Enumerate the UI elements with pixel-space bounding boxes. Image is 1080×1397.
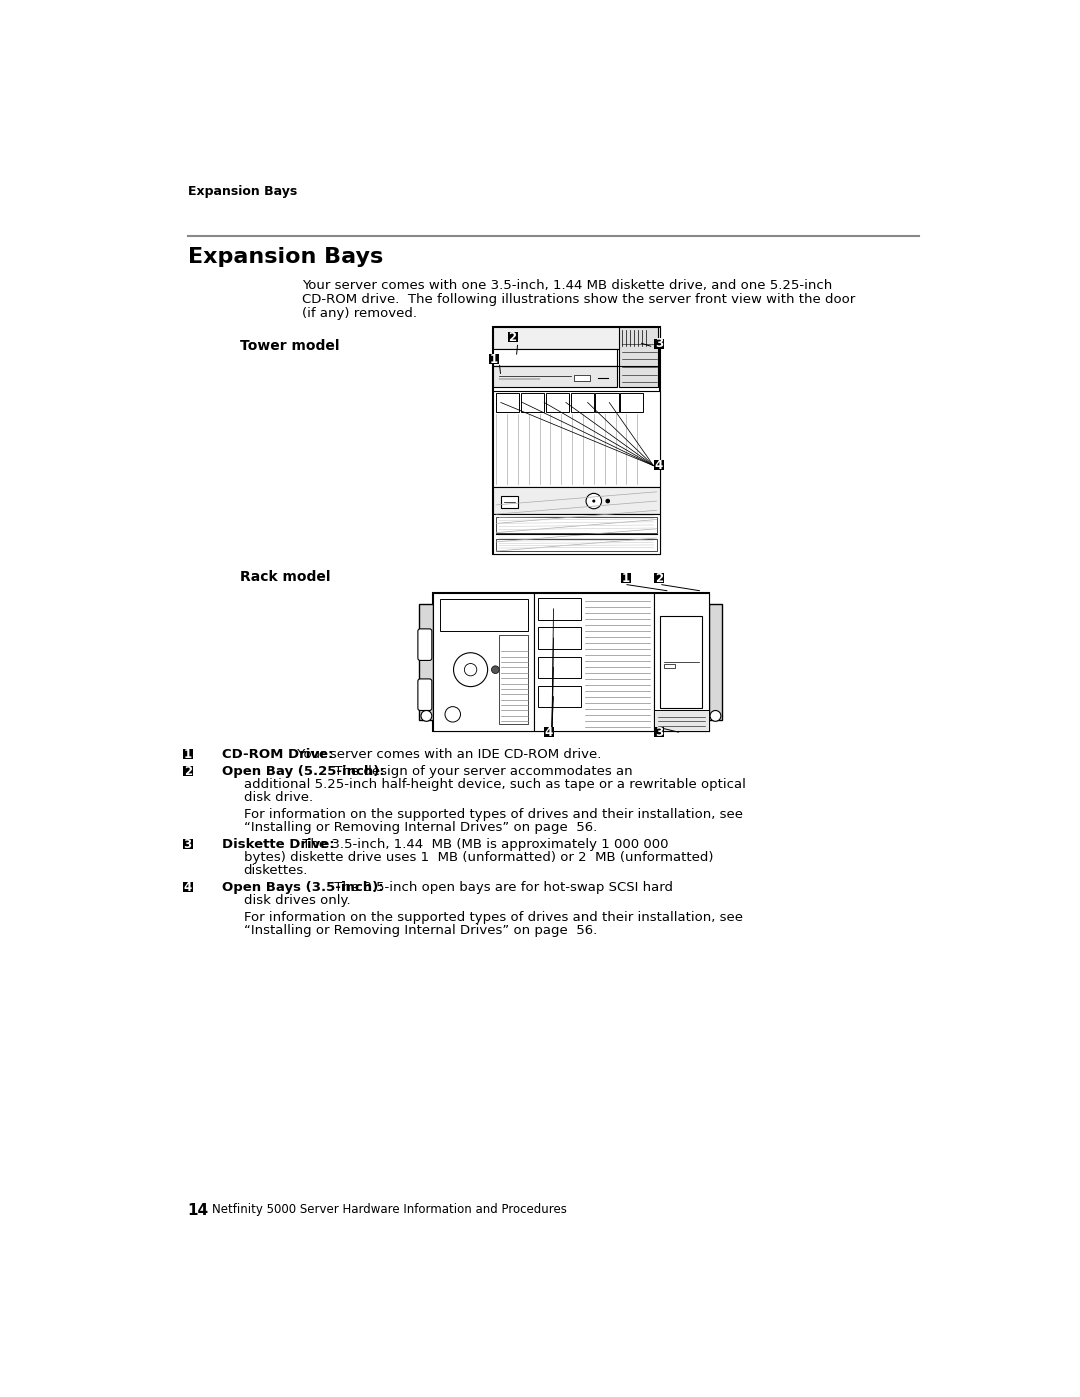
Text: 4: 4 (544, 726, 553, 739)
Bar (663, 664, 675, 668)
Bar (620, 393, 644, 412)
FancyBboxPatch shape (418, 679, 432, 711)
Bar (419, 605, 433, 719)
Text: Your server comes with an IDE CD-ROM drive.: Your server comes with an IDE CD-ROM dri… (293, 747, 602, 761)
Bar (433, 592, 535, 731)
Circle shape (710, 711, 721, 721)
Text: Open Bay (5.25-inch):: Open Bay (5.25-inch): (221, 764, 384, 778)
Bar (538, 686, 581, 707)
Bar (494, 349, 617, 366)
Text: Diskette Drive:: Diskette Drive: (221, 838, 335, 851)
Bar (183, 766, 193, 775)
Bar (545, 393, 569, 412)
Bar (619, 327, 658, 387)
Bar (183, 840, 193, 849)
Text: 3: 3 (654, 338, 663, 351)
Bar (494, 514, 660, 555)
Bar (433, 592, 708, 731)
Bar (489, 353, 499, 365)
Bar (501, 496, 517, 509)
Circle shape (445, 707, 460, 722)
Text: additional 5.25-inch half-height device, such as tape or a rewritable optical: additional 5.25-inch half-height device,… (243, 778, 745, 791)
Circle shape (586, 493, 602, 509)
Bar (570, 393, 594, 412)
Bar (508, 331, 517, 342)
Bar (496, 517, 657, 532)
Bar (494, 488, 660, 514)
Text: Expansion Bays: Expansion Bays (188, 247, 383, 267)
Bar (708, 605, 723, 719)
Bar (535, 592, 654, 731)
FancyBboxPatch shape (418, 629, 432, 661)
Text: 14: 14 (188, 1203, 208, 1218)
Text: Netfinity 5000 Server Hardware Information and Procedures: Netfinity 5000 Server Hardware Informati… (213, 1203, 567, 1217)
Bar (538, 598, 581, 620)
Bar (654, 460, 664, 471)
Bar (496, 393, 519, 412)
Text: “Installing or Removing Internal Drives” on page  56.: “Installing or Removing Internal Drives”… (243, 925, 597, 937)
Text: diskettes.: diskettes. (243, 865, 308, 877)
Text: 1: 1 (489, 353, 498, 366)
Text: Expansion Bays: Expansion Bays (188, 184, 297, 197)
Bar (183, 749, 193, 759)
Circle shape (464, 664, 476, 676)
Bar (183, 882, 193, 893)
Bar (494, 327, 660, 349)
Text: disk drives only.: disk drives only. (243, 894, 350, 907)
Bar (440, 599, 528, 631)
Text: CD-ROM Drive:: CD-ROM Drive: (221, 747, 333, 761)
Bar (654, 728, 664, 738)
Bar (544, 728, 554, 738)
Bar (494, 366, 617, 387)
Bar (496, 539, 657, 550)
Text: 2: 2 (509, 331, 516, 344)
Bar (521, 393, 544, 412)
Text: 3: 3 (654, 726, 663, 739)
Circle shape (491, 666, 499, 673)
Text: For information on the supported types of drives and their installation, see: For information on the supported types o… (243, 807, 743, 821)
Bar (654, 338, 664, 349)
Text: bytes) diskette drive uses 1  MB (unformatted) or 2  MB (unformatted): bytes) diskette drive uses 1 MB (unforma… (243, 851, 713, 865)
Bar (654, 710, 708, 731)
Text: CD-ROM drive.  The following illustrations show the server front view with the d: CD-ROM drive. The following illustration… (301, 293, 855, 306)
Bar (538, 627, 581, 648)
Bar (499, 636, 528, 724)
Text: Rack model: Rack model (240, 570, 330, 584)
Text: (if any) removed.: (if any) removed. (301, 307, 417, 320)
Bar (654, 592, 708, 731)
Circle shape (592, 500, 595, 503)
Text: disk drive.: disk drive. (243, 791, 312, 805)
Bar (654, 573, 664, 584)
Text: Open Bays (3.5-inch):: Open Bays (3.5-inch): (221, 882, 383, 894)
Bar (595, 393, 619, 412)
Bar (538, 657, 581, 678)
Text: The design of your server accommodates an: The design of your server accommodates a… (330, 764, 633, 778)
Bar (621, 573, 631, 584)
Text: 2: 2 (654, 573, 663, 585)
Bar (494, 327, 660, 555)
Text: The 3.5-inch open bays are for hot-swap SCSI hard: The 3.5-inch open bays are for hot-swap … (330, 882, 673, 894)
Text: 2: 2 (184, 764, 192, 778)
Text: 4: 4 (184, 882, 192, 894)
Text: The 3.5-inch, 1.44  MB (MB is approximately 1 000 000: The 3.5-inch, 1.44 MB (MB is approximate… (298, 838, 669, 851)
Circle shape (421, 711, 432, 721)
Bar (494, 391, 660, 488)
Circle shape (606, 499, 610, 503)
Bar (661, 616, 702, 708)
Text: 4: 4 (654, 460, 663, 472)
Text: 1: 1 (184, 747, 192, 761)
Circle shape (454, 652, 488, 686)
Text: For information on the supported types of drives and their installation, see: For information on the supported types o… (243, 911, 743, 925)
Text: Your server comes with one 3.5-inch, 1.44 MB diskette drive, and one 5.25-inch: Your server comes with one 3.5-inch, 1.4… (301, 279, 832, 292)
Text: 1: 1 (621, 573, 630, 585)
Text: Tower model: Tower model (240, 338, 339, 352)
Text: 3: 3 (184, 838, 192, 851)
Bar (575, 374, 590, 381)
Text: “Installing or Removing Internal Drives” on page  56.: “Installing or Removing Internal Drives”… (243, 821, 597, 834)
